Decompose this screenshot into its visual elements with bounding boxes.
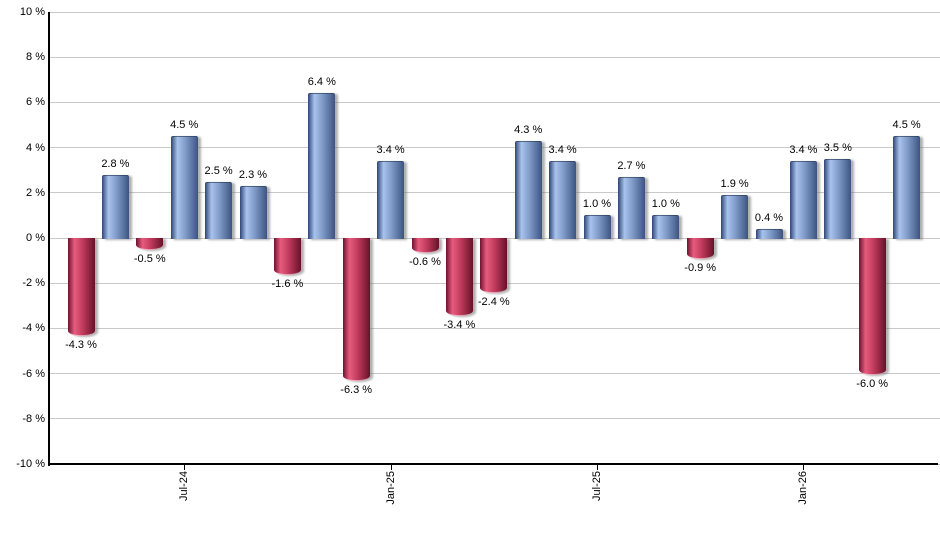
bar-value-label: 1.9 % xyxy=(720,178,749,191)
bar-value-label: 3.4 % xyxy=(789,144,818,157)
return-bar[interactable] xyxy=(755,228,783,239)
x-axis-tick-label: Jan-26 xyxy=(797,471,810,505)
gridline xyxy=(48,147,940,149)
bar-value-label: -0.9 % xyxy=(684,262,717,275)
x-axis-tick-label: Jul-24 xyxy=(178,471,191,501)
bar-value-label: 2.8 % xyxy=(101,157,130,170)
return-bar[interactable] xyxy=(721,195,749,239)
return-bar[interactable] xyxy=(686,238,714,260)
y-axis-tick-label: 6 % xyxy=(26,96,45,109)
return-bar[interactable] xyxy=(136,238,164,251)
bar-value-label: 2.3 % xyxy=(238,169,268,182)
bar-value-label: -3.4 % xyxy=(443,318,476,331)
return-bar[interactable] xyxy=(480,238,508,294)
return-bar[interactable] xyxy=(858,238,886,375)
bar-value-label: -4.3 % xyxy=(65,339,97,352)
bar-value-label: 6.4 % xyxy=(307,76,336,89)
y-axis-tick-label: 10 % xyxy=(19,6,45,18)
return-bar[interactable] xyxy=(170,136,198,239)
return-bar[interactable] xyxy=(652,215,680,239)
gridline xyxy=(48,11,940,13)
y-axis-tick-label: -2 % xyxy=(22,277,45,290)
x-axis-tick xyxy=(184,464,186,470)
return-bar[interactable] xyxy=(101,174,129,239)
bar-value-label: -0.5 % xyxy=(133,253,166,266)
return-bar[interactable] xyxy=(824,158,852,239)
bar-value-label: -1.6 % xyxy=(271,278,304,291)
x-axis-line xyxy=(48,463,938,465)
return-bar[interactable] xyxy=(342,238,370,382)
return-bar[interactable] xyxy=(583,215,611,239)
bar-value-label: -0.6 % xyxy=(409,255,441,268)
x-axis-tick-label: Jan-25 xyxy=(384,471,397,505)
y-axis-tick-label: 2 % xyxy=(26,186,45,199)
bar-value-label: 3.5 % xyxy=(823,141,852,154)
y-axis-tick-label: -10 % xyxy=(16,458,45,470)
bar-value-label: -6.3 % xyxy=(340,384,373,397)
return-bar[interactable] xyxy=(411,238,439,253)
return-bar[interactable] xyxy=(308,93,336,239)
return-bar[interactable] xyxy=(67,238,95,337)
return-bar[interactable] xyxy=(205,181,233,239)
return-bar[interactable] xyxy=(893,136,921,239)
bar-value-label: 3.4 % xyxy=(376,144,405,157)
bar-value-label: 2.5 % xyxy=(204,164,233,177)
return-bar[interactable] xyxy=(377,161,405,239)
bar-value-label: 1.0 % xyxy=(582,198,612,211)
x-axis-tick xyxy=(803,464,805,470)
return-bar[interactable] xyxy=(549,161,577,239)
y-axis-tick-label: 4 % xyxy=(26,141,45,154)
y-axis-tick-label: -8 % xyxy=(22,412,45,425)
gridline xyxy=(48,373,940,375)
gridline xyxy=(48,56,940,58)
bar-value-label: -2.4 % xyxy=(477,296,510,309)
y-axis-tick-label: -4 % xyxy=(22,322,45,335)
bar-value-label: 4.5 % xyxy=(892,119,921,132)
bar-value-label: 4.3 % xyxy=(514,123,543,136)
y-axis-line xyxy=(48,12,50,466)
x-axis-tick xyxy=(390,464,392,470)
bar-value-label: 4.5 % xyxy=(170,119,199,132)
bar-value-label: 2.7 % xyxy=(617,159,646,172)
return-bar[interactable] xyxy=(273,238,301,276)
bar-value-label: 0.4 % xyxy=(754,211,784,224)
bar-value-label: 1.0 % xyxy=(651,198,680,211)
x-axis-tick-label: Jul-25 xyxy=(591,471,603,501)
y-axis-tick-label: 0 % xyxy=(26,232,45,244)
gridline xyxy=(48,101,940,103)
return-bar[interactable] xyxy=(445,238,473,316)
return-bar[interactable] xyxy=(239,186,267,239)
y-axis-tick-label: 8 % xyxy=(26,51,45,64)
gridline xyxy=(48,192,940,194)
return-bar[interactable] xyxy=(514,140,542,239)
y-axis-tick-label: -6 % xyxy=(22,367,45,380)
gridline xyxy=(48,327,940,329)
x-axis-tick xyxy=(597,464,598,470)
bar-value-label: 3.4 % xyxy=(548,144,577,157)
gridline xyxy=(48,418,940,420)
return-bar[interactable] xyxy=(789,161,817,239)
bar-value-label: -6.0 % xyxy=(856,377,889,390)
return-bar[interactable] xyxy=(617,176,645,239)
